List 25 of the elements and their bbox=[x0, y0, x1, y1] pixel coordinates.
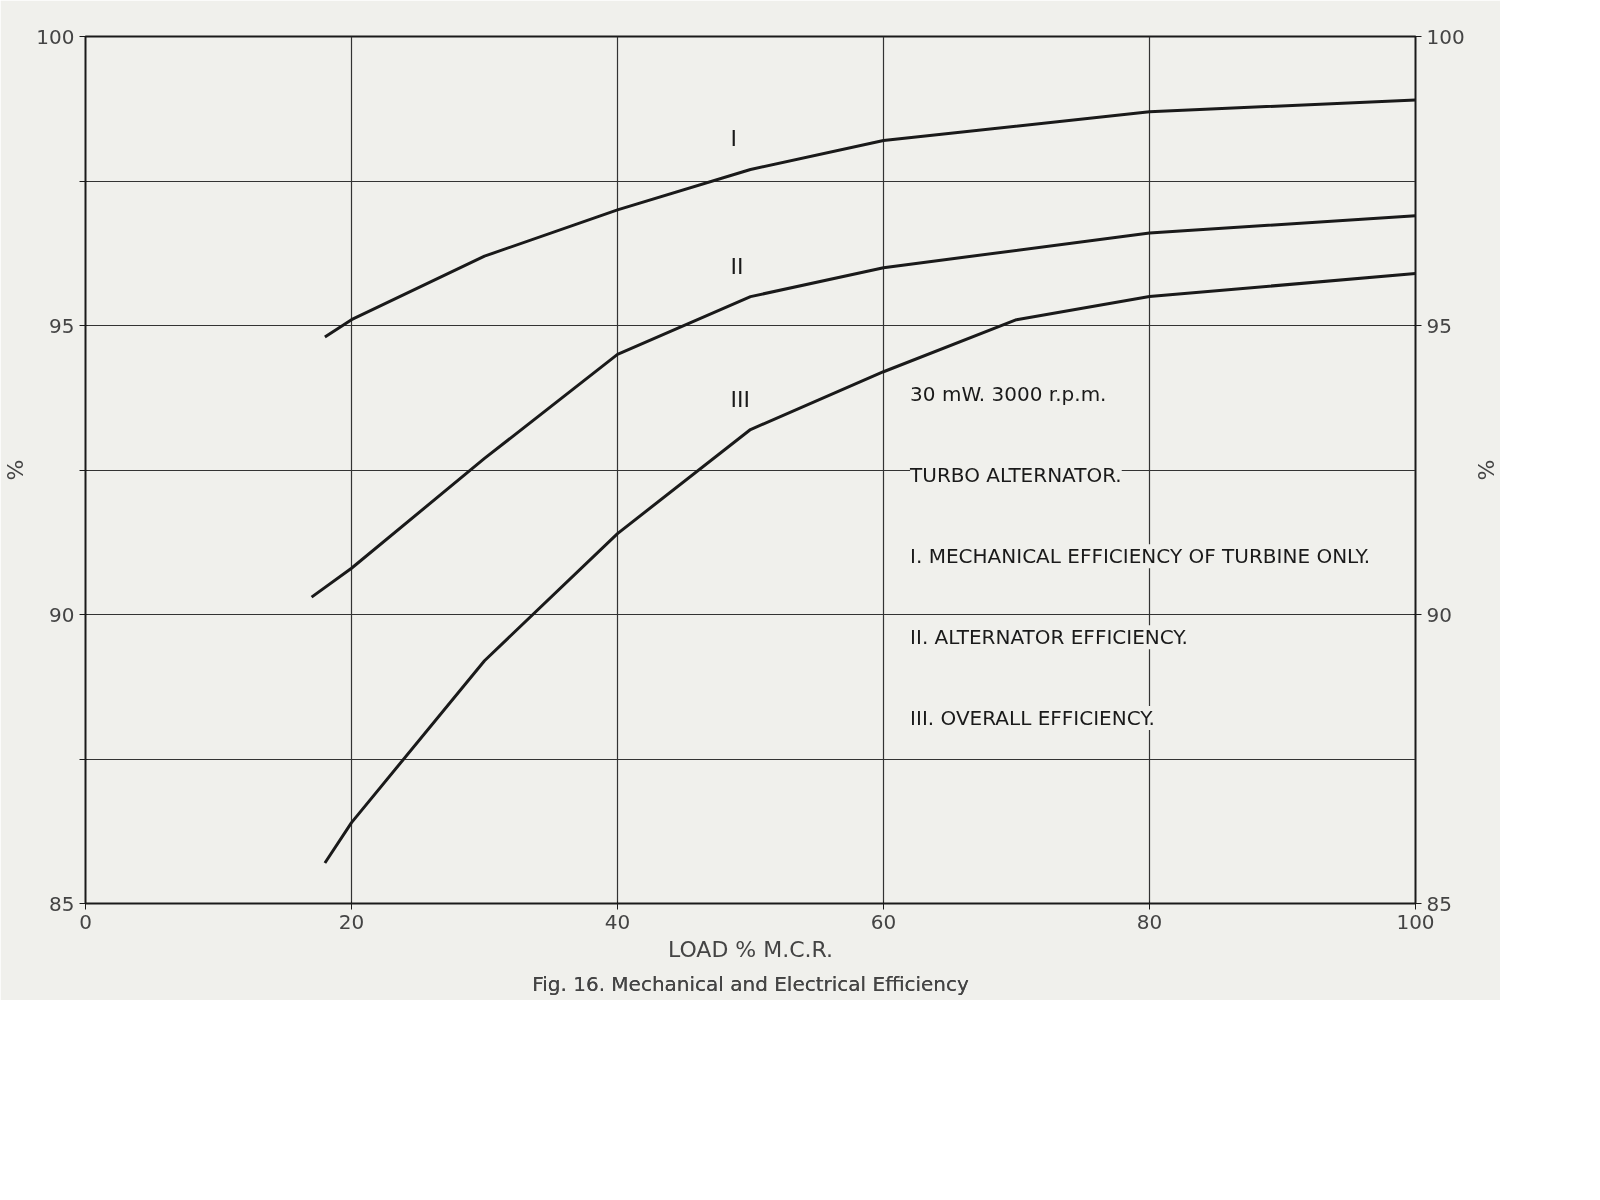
x-tick-label: 40 bbox=[604, 909, 631, 934]
x-axis-title: LOAD % M.C.R. bbox=[667, 936, 834, 962]
annotation: TURBO ALTERNATOR. bbox=[909, 463, 1122, 488]
annotation: III. OVERALL EFFICIENCY. bbox=[910, 706, 1155, 731]
annotation: 30 mW. 3000 r.p.m. bbox=[910, 382, 1107, 407]
annotation: I. MECHANICAL EFFICIENCY OF TURBINE ONLY. bbox=[910, 544, 1371, 569]
annotation: II. ALTERNATOR EFFICIENCY. bbox=[910, 625, 1188, 650]
text: Fig. 16. Mechanical and Electrical Efficiency bbox=[532, 971, 969, 996]
series-label: II bbox=[730, 253, 744, 279]
x-tick-label: 20 bbox=[338, 909, 365, 934]
y2-tick-label: 95 bbox=[1426, 313, 1452, 338]
y2-tick-label: 85 bbox=[1426, 891, 1452, 916]
series-label: I bbox=[730, 126, 737, 152]
x-tick-label: 60 bbox=[870, 909, 897, 934]
y-tick-label: 100 bbox=[36, 24, 75, 49]
y-tick-label: 85 bbox=[49, 891, 75, 916]
y2-tick-label: 90 bbox=[1426, 602, 1452, 627]
series-label: III bbox=[730, 386, 750, 412]
y2-tick-label: 100 bbox=[1426, 24, 1465, 49]
x-tick-label: 0 bbox=[79, 909, 92, 934]
y2-axis-title: % bbox=[1472, 459, 1498, 481]
y-tick-label: 90 bbox=[49, 602, 75, 627]
x-tick-label: 80 bbox=[1136, 909, 1163, 934]
y-tick-label: 95 bbox=[49, 313, 75, 338]
y-axis-title: % bbox=[3, 459, 29, 481]
